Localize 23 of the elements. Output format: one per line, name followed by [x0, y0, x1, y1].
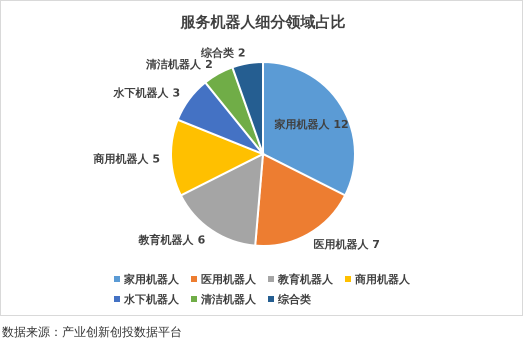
data-label: 2: [205, 58, 213, 72]
data-label: 6: [198, 233, 206, 246]
legend-label: 医用机器人: [201, 273, 257, 286]
slice-label: 清洁机器人: [145, 58, 202, 72]
legend-label: 清洁机器人: [200, 293, 257, 306]
legend-label: 综合类: [277, 293, 311, 306]
chart-title: 服务机器人细分领域占比: [180, 13, 346, 31]
slice-label: 水下机器人: [112, 86, 170, 100]
slice-label: 教育机器人: [138, 233, 195, 246]
legend-label: 教育机器人: [277, 273, 334, 286]
slice-label: 综合类: [200, 46, 234, 60]
legend-label: 商用机器人: [354, 273, 411, 286]
data-label: 2: [238, 46, 246, 60]
data-label: 3: [172, 86, 180, 100]
data-label: 12: [333, 118, 349, 132]
data-label: 7: [372, 238, 380, 251]
slice-label: 医用机器人: [313, 238, 370, 251]
data-label: 5: [152, 152, 160, 166]
legend-label: 水下机器人: [123, 293, 180, 306]
legend-label: 家用机器人: [123, 273, 180, 286]
slice-label: 商用机器人: [92, 152, 150, 166]
slice-label: 家用机器人: [273, 118, 330, 132]
source-note: 数据来源：产业创新创投数据平台: [2, 325, 182, 339]
